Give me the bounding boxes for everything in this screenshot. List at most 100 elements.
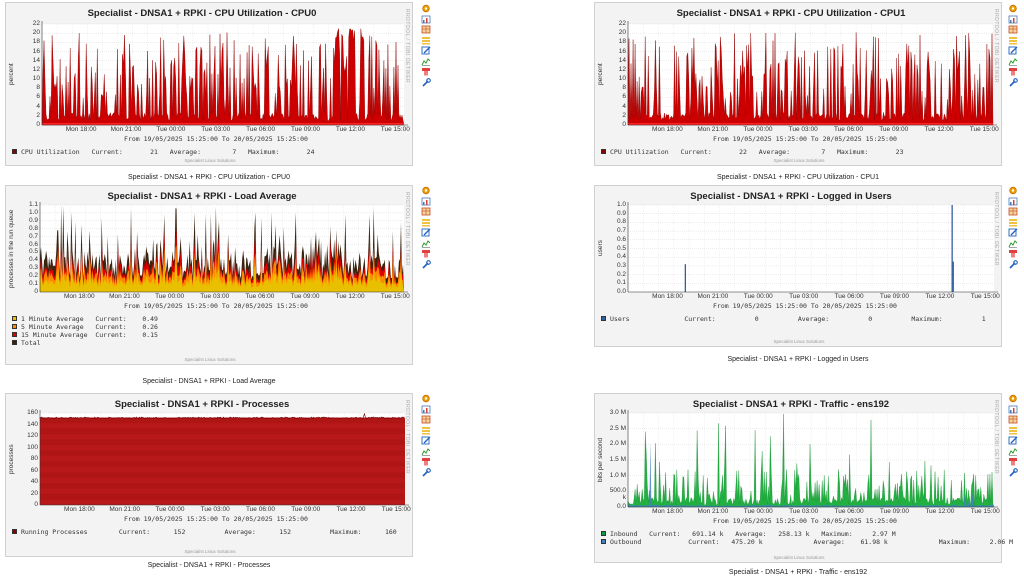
cpu-baseline bbox=[628, 123, 993, 125]
graph-panel[interactable]: Specialist - DNSA1 + RPKI - CPU Utilizat… bbox=[5, 2, 413, 166]
graph-panel[interactable]: Specialist - DNSA1 + RPKI - Processes RRD… bbox=[5, 393, 413, 557]
edit-icon[interactable] bbox=[1008, 228, 1018, 237]
x-tick-label: Tue 06:00 bbox=[834, 293, 864, 300]
wrench-icon[interactable] bbox=[421, 259, 431, 269]
table-icon[interactable] bbox=[421, 25, 431, 34]
processes-band bbox=[40, 494, 405, 500]
x-tick-label: Tue 03:00 bbox=[200, 506, 230, 513]
gear-icon[interactable] bbox=[421, 394, 431, 403]
delete-icon[interactable] bbox=[1008, 249, 1018, 258]
gear-icon[interactable] bbox=[421, 186, 431, 195]
table-icon[interactable] bbox=[421, 415, 431, 424]
y-tick-label: 1.1 bbox=[28, 201, 38, 208]
graph-panel[interactable]: Specialist - DNSA1 + RPKI - Logged in Us… bbox=[594, 185, 1002, 347]
gear-icon[interactable] bbox=[1008, 4, 1018, 13]
graph-add-icon[interactable] bbox=[1008, 57, 1018, 66]
legend: CPU Utilization Current: 22 Average: 7 M… bbox=[601, 148, 989, 156]
legend-swatch bbox=[601, 316, 606, 321]
chart-icon[interactable] bbox=[421, 197, 431, 206]
stack-icon[interactable] bbox=[1008, 36, 1018, 45]
wrench-icon[interactable] bbox=[1008, 259, 1018, 269]
edit-icon[interactable] bbox=[1008, 46, 1018, 55]
y-tick-label: 0.4 bbox=[28, 256, 38, 264]
chart-icon[interactable] bbox=[1008, 197, 1018, 206]
table-icon[interactable] bbox=[421, 207, 431, 216]
graph-panel[interactable]: Specialist - DNSA1 + RPKI - Traffic - en… bbox=[594, 393, 1013, 563]
wrench-icon[interactable] bbox=[421, 77, 431, 87]
date-range: From 19/05/2025 15:25:00 To 20/05/2025 1… bbox=[124, 135, 308, 143]
x-tick-label: Mon 18:00 bbox=[65, 126, 97, 133]
delete-icon[interactable] bbox=[1008, 67, 1018, 76]
chart-icon[interactable] bbox=[1008, 15, 1018, 24]
graph-add-icon[interactable] bbox=[421, 57, 431, 66]
x-tick-label: Tue 15:00 bbox=[969, 126, 999, 133]
y-axis-label: percent bbox=[8, 63, 15, 86]
wrench-icon[interactable] bbox=[1008, 467, 1018, 477]
graph-add-icon[interactable] bbox=[421, 447, 431, 456]
table-icon[interactable] bbox=[1008, 415, 1018, 424]
edit-icon[interactable] bbox=[421, 228, 431, 237]
rrdtool-watermark: RRDTOOL / TOBI OETIKER bbox=[993, 192, 999, 267]
footer-credit: Specialist Linux Solutions bbox=[184, 357, 236, 362]
table-icon[interactable] bbox=[1008, 207, 1018, 216]
stack-icon[interactable] bbox=[1008, 218, 1018, 227]
footer-credit: Specialist Linux Solutions bbox=[773, 339, 825, 344]
gear-icon[interactable] bbox=[421, 4, 431, 13]
y-tick-label: 0.3 bbox=[616, 261, 626, 269]
y-tick-label: 0.4 bbox=[616, 253, 626, 261]
chart-icon[interactable] bbox=[1008, 405, 1018, 414]
y-axis-label: bits per second bbox=[597, 437, 604, 483]
y-tick-label: 0.1 bbox=[616, 279, 626, 287]
x-tick-label: Tue 15:00 bbox=[970, 508, 1000, 515]
gear-icon[interactable] bbox=[1008, 186, 1018, 195]
x-tick-label: Tue 00:00 bbox=[156, 126, 186, 133]
y-tick-label: 14 bbox=[32, 56, 40, 64]
legend-swatch bbox=[12, 340, 17, 345]
graph-add-icon[interactable] bbox=[1008, 447, 1018, 456]
graph-panel[interactable]: Specialist - DNSA1 + RPKI - CPU Utilizat… bbox=[594, 2, 1002, 166]
y-tick-label: 18 bbox=[32, 38, 40, 46]
edit-icon[interactable] bbox=[1008, 436, 1018, 445]
graph-add-icon[interactable] bbox=[421, 239, 431, 248]
stack-icon[interactable] bbox=[421, 426, 431, 435]
y-tick-label: 0.6 bbox=[28, 240, 38, 248]
legend-row: 5 Minute Average Current: 0.26 bbox=[12, 323, 400, 331]
delete-icon[interactable] bbox=[421, 67, 431, 76]
y-tick-label: 3.0 M bbox=[609, 409, 626, 416]
gear-icon[interactable] bbox=[1008, 394, 1018, 403]
graph-actions bbox=[1008, 186, 1020, 270]
x-tick-label: Tue 09:00 bbox=[879, 293, 909, 300]
edit-icon[interactable] bbox=[421, 46, 431, 55]
footer-credit: Specialist Linux Solutions bbox=[184, 158, 236, 163]
cpu-series-area bbox=[41, 28, 405, 126]
stack-icon[interactable] bbox=[1008, 426, 1018, 435]
chart-icon[interactable] bbox=[421, 405, 431, 414]
edit-icon[interactable] bbox=[421, 436, 431, 445]
table-icon[interactable] bbox=[1008, 25, 1018, 34]
x-tick-label: Tue 06:00 bbox=[246, 126, 276, 133]
graph-add-icon[interactable] bbox=[1008, 239, 1018, 248]
processes-band bbox=[40, 450, 405, 456]
y-tick-label: 2.0 M bbox=[609, 440, 626, 448]
wrench-icon[interactable] bbox=[421, 467, 431, 477]
rrdtool-watermark: RRDTOOL / TOBI OETIKER bbox=[404, 9, 410, 84]
chart-svg bbox=[627, 202, 998, 293]
y-tick-label: 0 bbox=[622, 121, 626, 128]
stack-icon[interactable] bbox=[421, 218, 431, 227]
wrench-icon[interactable] bbox=[1008, 77, 1018, 87]
legend-swatch bbox=[12, 149, 17, 154]
users-spike bbox=[952, 261, 954, 292]
stack-icon[interactable] bbox=[421, 36, 431, 45]
legend-row: Outbound Current: 475.20 k Average: 61.9… bbox=[601, 538, 1013, 546]
processes-band bbox=[40, 428, 405, 434]
load-series-area bbox=[40, 262, 404, 292]
graph-title: Specialist - DNSA1 + RPKI - Traffic - en… bbox=[692, 399, 890, 410]
legend-row: CPU Utilization Current: 22 Average: 7 M… bbox=[601, 148, 989, 156]
chart-icon[interactable] bbox=[421, 15, 431, 24]
delete-icon[interactable] bbox=[421, 457, 431, 466]
y-tick-label: 0.0 bbox=[616, 288, 626, 295]
delete-icon[interactable] bbox=[421, 249, 431, 258]
delete-icon[interactable] bbox=[1008, 457, 1018, 466]
graph-panel[interactable]: Specialist - DNSA1 + RPKI - Load Average… bbox=[5, 185, 413, 365]
y-tick-label: 10 bbox=[32, 75, 40, 83]
